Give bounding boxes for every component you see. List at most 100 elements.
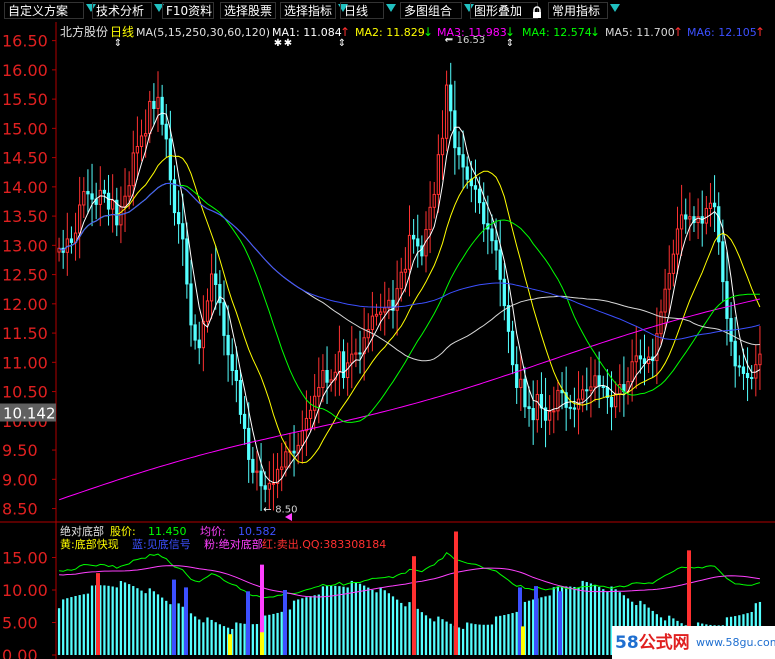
candle (275, 468, 280, 484)
sub-bar (66, 598, 69, 655)
y-tick-label: 13.00 (2, 236, 48, 255)
sub-bar (62, 599, 65, 655)
multi-chart-chevron-down-icon[interactable] (464, 4, 474, 12)
sub-bar (119, 580, 123, 655)
sub-bar (593, 585, 597, 655)
low-arrow-icon: ← (263, 505, 271, 516)
common-indicator-chevron-down-icon[interactable] (610, 4, 620, 12)
candle (341, 351, 346, 379)
period-day-button[interactable]: 日线 (340, 2, 384, 19)
sub-signal-bar (518, 587, 522, 655)
candle (255, 470, 259, 473)
sub-bar (152, 591, 156, 655)
sub-bar (428, 618, 432, 655)
sub-bar (548, 595, 551, 655)
ma-value-6: MA6: 12.105 (687, 26, 757, 39)
sub-bar (239, 623, 242, 655)
candle (482, 202, 486, 225)
sub-bar (598, 587, 601, 655)
sub-bar (371, 589, 374, 655)
candle (379, 311, 383, 315)
sub-bar (622, 595, 626, 655)
candle (362, 337, 366, 355)
sub-bar (416, 608, 419, 655)
y-tick-label: 9.50 (2, 441, 38, 460)
sub-bar (560, 586, 564, 655)
candle (556, 389, 560, 412)
candle (148, 100, 152, 135)
sub-bar (321, 586, 325, 655)
period-day-chevron-down-icon[interactable] (386, 4, 396, 12)
candle (609, 396, 614, 408)
sub-bar (264, 615, 267, 655)
candle (461, 154, 465, 168)
candle (741, 366, 746, 374)
ma-line-2 (58, 154, 761, 464)
candle (102, 189, 107, 194)
sub-bar (573, 586, 576, 655)
tech-analysis-button[interactable]: 技术分析 (92, 2, 152, 19)
sub-bar (346, 587, 349, 655)
y-tick-label: 16.50 (2, 32, 48, 51)
candle (490, 228, 494, 242)
candle (585, 389, 589, 392)
high-arrow-icon: ← (445, 35, 453, 46)
candle (317, 386, 321, 397)
sub-bar (482, 624, 485, 655)
candle (329, 379, 333, 383)
candle (284, 451, 288, 468)
candle (395, 288, 399, 311)
sub-bar (395, 599, 399, 655)
ma-arrow-icon: ↓ (505, 25, 515, 39)
candle (370, 315, 375, 331)
sub-bar (404, 606, 407, 655)
sub-bar (354, 582, 358, 655)
candle (366, 329, 370, 339)
sub-bar (466, 622, 469, 655)
select-indicator-chevron-down-icon[interactable] (338, 4, 348, 12)
sub-signal-bar (260, 564, 264, 655)
candle (383, 307, 387, 313)
sub-bar (544, 596, 547, 655)
candle (745, 372, 750, 379)
candle (86, 191, 90, 195)
candle (189, 283, 193, 326)
candle (712, 202, 717, 208)
sub-signal-bar (96, 573, 100, 655)
candle (156, 96, 160, 109)
select-indicator-button[interactable]: 选择指标 (280, 2, 336, 19)
sub-bar (424, 615, 428, 655)
sub-bar (251, 624, 254, 655)
sub-legend-item: 粉:绝对底部 (204, 537, 263, 551)
sub-bar (565, 586, 568, 655)
sub-bar (449, 623, 452, 655)
sub-bar (70, 597, 73, 655)
candle (267, 482, 271, 490)
candle (214, 273, 218, 286)
select-stock-button[interactable]: 选择股票 (220, 2, 276, 19)
common-indicator-button[interactable]: 常用指标 (548, 2, 608, 19)
watermark: 58公式网 www.58gu.com (612, 626, 775, 659)
candle (115, 199, 119, 226)
sub-signal-bar (558, 591, 562, 655)
ma-line-1 (58, 112, 761, 484)
sub-bar (82, 594, 85, 655)
candle (263, 485, 267, 490)
candle (543, 407, 548, 421)
custom-scheme-chevron-down-icon[interactable] (86, 4, 96, 12)
ma-value-5: MA5: 11.700 (605, 26, 675, 39)
sub-bar (268, 614, 271, 655)
candle (440, 137, 445, 156)
f10-info-button[interactable]: F10资料 (162, 2, 214, 19)
candle (238, 379, 243, 415)
sub-bar (358, 583, 362, 655)
overlay-button[interactable]: 图形叠加 (470, 2, 538, 19)
candle (581, 389, 585, 400)
multi-chart-button[interactable]: 多图组合 (400, 2, 462, 19)
kline-chart[interactable]: 8.50 9.00 9.50 10.00 10.50 11.00 11.50 12.00 12.… (0, 22, 775, 659)
candle (659, 311, 663, 335)
sub-bar (255, 624, 259, 655)
custom-scheme-button[interactable]: 自定义方案 (4, 2, 84, 19)
lock-icon[interactable] (532, 4, 542, 18)
tech-analysis-chevron-down-icon[interactable] (154, 4, 164, 12)
